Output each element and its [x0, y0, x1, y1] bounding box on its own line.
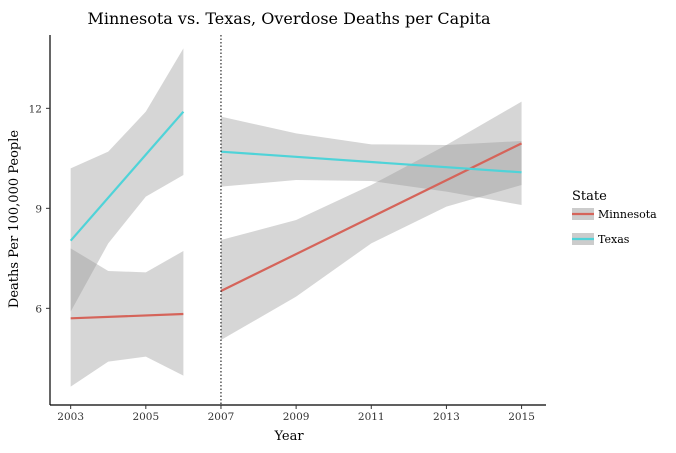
x-axis-ticks: 2003 2005 2007 2009 2011 2013 2015: [57, 405, 535, 423]
y-axis-ticks: 6 9 12: [29, 103, 50, 315]
chart-title: Minnesota vs. Texas, Overdose Deaths per…: [87, 9, 491, 28]
x-tick-label: 2011: [358, 411, 385, 423]
confidence-bands: [70, 48, 522, 387]
confidence-band-texas-2: [220, 116, 522, 205]
y-tick-label: 12: [29, 103, 42, 115]
series-lines: [69, 110, 523, 320]
legend-label-minnesota: Minnesota: [598, 208, 657, 221]
x-tick-label: 2003: [57, 411, 84, 423]
x-tick-label: 2013: [433, 411, 460, 423]
series-line-minnesota-1: [70, 312, 184, 320]
series-line-texas-1: [69, 110, 185, 242]
legend-label-texas: Texas: [598, 233, 630, 246]
y-tick-label: 9: [35, 203, 42, 215]
x-axis-title: Year: [273, 429, 304, 444]
y-axis-title: Deaths Per 100,000 People: [7, 130, 22, 309]
x-tick-label: 2009: [283, 411, 310, 423]
legend: State Minnesota Texas: [572, 189, 657, 246]
series-line-texas-2: [220, 150, 522, 174]
legend-title: State: [572, 189, 607, 204]
confidence-band-minnesota-1: [70, 248, 184, 387]
x-tick-label: 2007: [208, 411, 235, 423]
confidence-band-texas-1: [70, 48, 184, 312]
confidence-band-minnesota-2: [220, 101, 522, 341]
x-tick-label: 2015: [508, 411, 535, 423]
y-tick-label: 6: [35, 303, 42, 315]
x-tick-label: 2005: [132, 411, 159, 423]
